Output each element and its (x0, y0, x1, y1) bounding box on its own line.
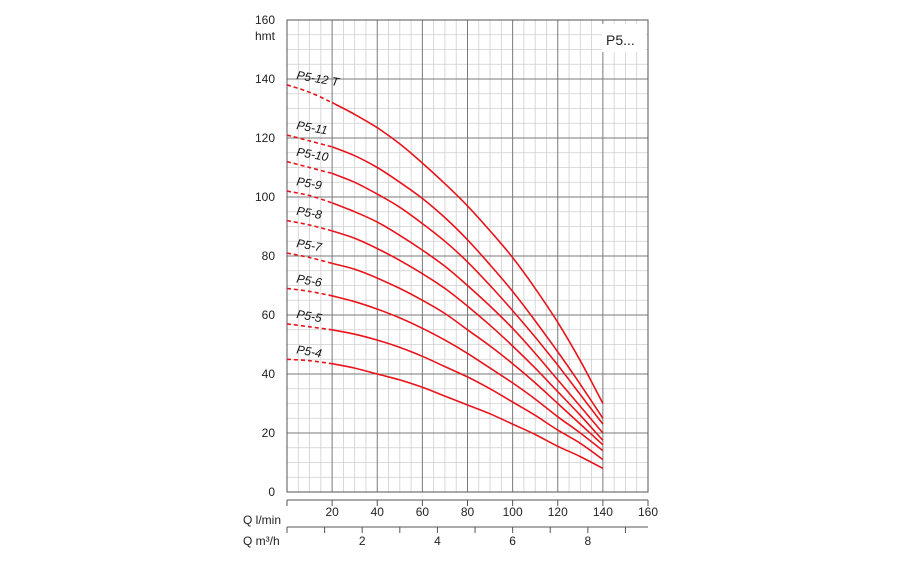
x-tick-label-m3h: 4 (434, 534, 441, 548)
curve-p5-6 (331, 295, 604, 452)
curve-dashed-p5-9 (286, 190, 333, 204)
y-tick-label: 20 (262, 426, 276, 440)
y-axis-ticks: 0 20 40 60 80 100 120 140 160 (255, 13, 275, 499)
y-axis-unit: hmt (255, 29, 276, 43)
x-tick-label-lmin: 60 (416, 505, 430, 519)
curve-dashed-p5-6 (286, 287, 333, 297)
x-tick-label-lmin: 100 (503, 505, 523, 519)
curve-p5-8 (331, 230, 604, 441)
x-tick-label-lmin: 80 (461, 505, 475, 519)
plot-frame (286, 19, 649, 493)
curve-dashed-p5-4 (286, 358, 333, 365)
x-axis-m3h: 2 4 6 8 (286, 526, 648, 548)
y-tick-label: 140 (255, 72, 275, 86)
pump-curves (286, 84, 604, 470)
curve-p5-12-t (331, 101, 604, 404)
curve-p5-7 (331, 262, 604, 446)
y-tick-label: 60 (262, 308, 276, 322)
curve-label-p5-6: P5-6 (296, 272, 324, 290)
y-tick-label: 100 (255, 190, 275, 204)
x-tick-label-lmin: 40 (371, 505, 385, 519)
curve-dashed-p5-7 (286, 252, 333, 265)
curve-p5-4 (331, 362, 604, 470)
y-tick-label: 40 (262, 367, 276, 381)
y-tick-label: 80 (262, 249, 276, 263)
curve-label-p5-11: P5-11 (296, 118, 329, 137)
curve-p5-11 (331, 146, 604, 419)
x-tick-label-lmin: 120 (548, 505, 568, 519)
curve-dashed-p5-12-t (286, 84, 333, 104)
curve-p5-10 (331, 172, 604, 425)
series-tag-box: P5... (602, 24, 646, 52)
curve-dashed-p5-11 (286, 134, 333, 148)
y-tick-label: 120 (255, 131, 275, 145)
y-tick-label: 0 (268, 485, 275, 499)
curve-label-p5-7: P5-7 (296, 236, 325, 254)
curve-labels: P5-4 P5-5 P5-6 P5-7 P5-8 P5-9 P5-10 P5-11 P5-12 … (296, 68, 342, 361)
curve-p5-9 (331, 202, 604, 434)
x-tick-label-m3h: 6 (509, 534, 516, 548)
curve-p5-5 (331, 329, 604, 461)
curve-dashed-p5-8 (286, 219, 333, 232)
y-tick-label: 160 (255, 13, 275, 27)
curve-dashed-p5-5 (286, 323, 333, 331)
x-axis-unit-m3h: Q m³/h (243, 534, 280, 548)
curve-label-p5-12-t: P5-12 T (296, 68, 342, 89)
curve-label-p5-10: P5-10 (296, 145, 330, 164)
curve-label-p5-5: P5-5 (296, 307, 324, 325)
x-axis-unit-lmin: Q l/min (243, 513, 281, 527)
x-tick-label-lmin: 20 (325, 505, 339, 519)
x-tick-label-m3h: 8 (584, 534, 591, 548)
curve-label-p5-9: P5-9 (296, 174, 324, 192)
x-axis-lmin: 20 40 60 80 100 120 140 160 (286, 499, 658, 519)
x-tick-label-lmin: 160 (638, 505, 658, 519)
series-tag: P5... (606, 32, 635, 48)
curve-label-p5-8: P5-8 (296, 204, 324, 222)
curve-label-p5-4: P5-4 (296, 342, 324, 360)
curve-dashed-p5-10 (286, 160, 333, 175)
x-tick-label-lmin: 140 (593, 505, 613, 519)
x-tick-label-m3h: 2 (359, 534, 366, 548)
